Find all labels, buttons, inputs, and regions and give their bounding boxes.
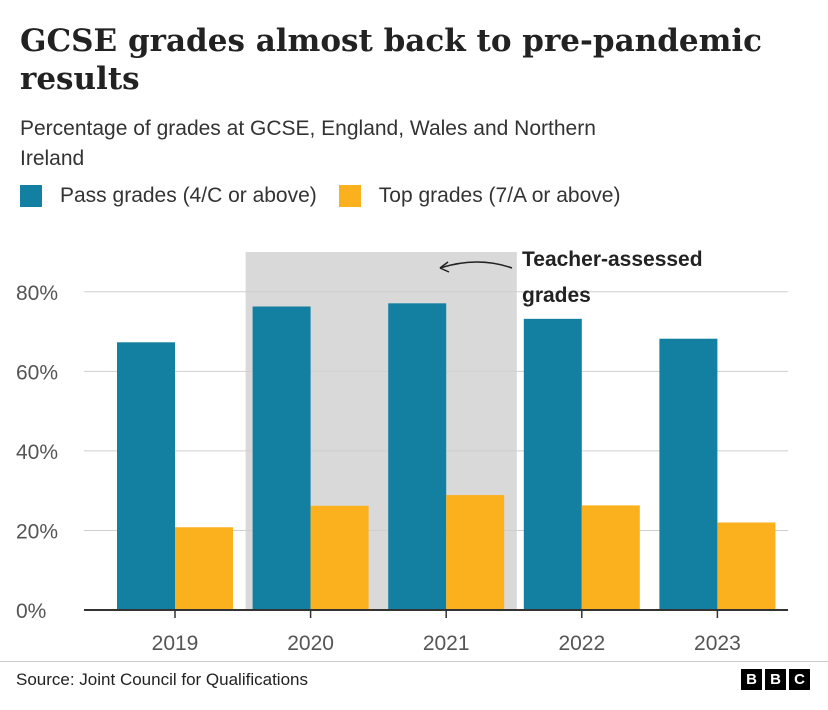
x-tick-label: 2022: [558, 632, 605, 655]
annotation-arrow: [439, 261, 513, 269]
bbc-logo: B B C: [738, 669, 810, 690]
legend-label-top: Top grades (7/A or above): [378, 184, 621, 207]
legend-label-pass: Pass grades (4/C or above): [60, 184, 317, 207]
annotation-line-1: Teacher-assessed: [522, 248, 703, 271]
chart-title: GCSE grades almost back to pre-pandemic …: [20, 23, 763, 97]
x-tick-label: 2020: [287, 632, 334, 655]
logo-letter: B: [741, 669, 762, 690]
bar-pass-2023: [659, 338, 718, 610]
legend: Pass grades (4/C or above) Top grades (7…: [20, 184, 642, 208]
y-tick-label: 40%: [16, 441, 58, 464]
bar-top-2020: [310, 505, 369, 610]
y-tick-label: 80%: [16, 282, 58, 305]
source-note: Source: Joint Council for Qualifications: [16, 670, 308, 689]
chart-plot: 0% 20% 40% 60% 80% 2019 2020 2021 2022 2023 Teac…: [16, 248, 788, 655]
x-tick-label: 2021: [423, 632, 470, 655]
chart-subtitle: Percentage of grades at GCSE, England, W…: [20, 117, 596, 170]
legend-item-top: Top grades (7/A or above): [338, 184, 621, 208]
bar-pass-2022: [523, 318, 582, 610]
logo-letter: C: [789, 669, 810, 690]
bar-top-2019: [175, 527, 233, 610]
legend-swatch-top: [338, 185, 361, 207]
legend-item-pass: Pass grades (4/C or above): [20, 184, 317, 208]
x-tick-label: 2023: [694, 632, 741, 655]
logo-letter: B: [765, 669, 786, 690]
bar-pass-2020: [252, 306, 311, 610]
y-tick-label: 0%: [16, 600, 46, 623]
x-tick-label: 2019: [152, 632, 199, 655]
bar-top-2023: [717, 522, 776, 610]
footer-divider: [0, 661, 828, 662]
annotation-arrowhead: [439, 261, 450, 273]
annotation-line-2: grades: [522, 284, 591, 307]
legend-swatch-pass: [20, 185, 42, 207]
bar-top-2022: [581, 505, 640, 610]
bar-pass-2021: [388, 303, 447, 610]
bar-pass-2019: [117, 342, 175, 610]
y-tick-label: 60%: [16, 361, 58, 384]
y-tick-label: 20%: [16, 520, 58, 543]
bar-top-2021: [446, 495, 505, 610]
